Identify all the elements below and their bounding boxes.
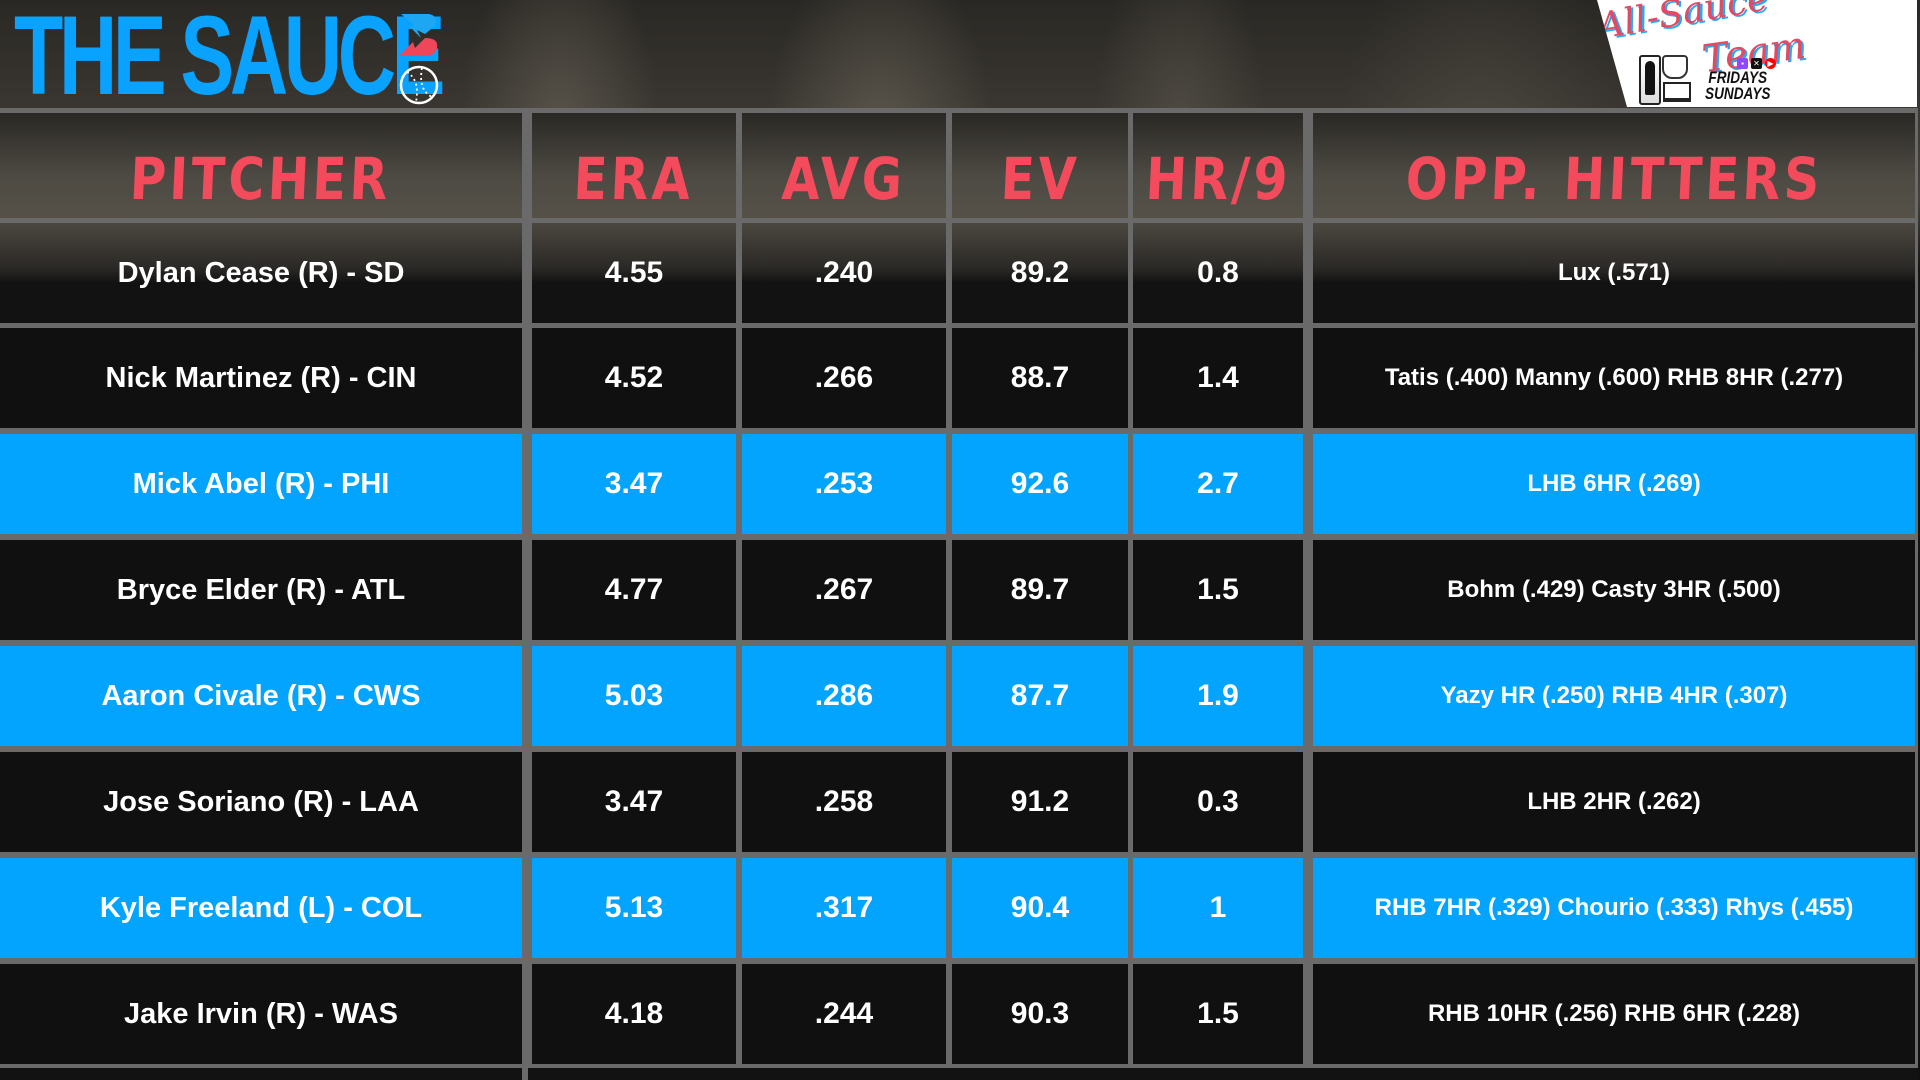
table-cell-pitcher: Bryce Elder (R) - ATL [0,540,522,640]
column-header-opp: OPP. HITTERS [1313,113,1915,218]
column-header-pitcher: PITCHER [0,113,522,218]
table-cell-hr9: 0.3 [1133,752,1303,852]
table-cell-opp: LHB 6HR (.269) [1313,434,1915,534]
table-cell-opp: Lux (.571) [1313,223,1915,323]
table-cell-opp: Yazy HR (.250) RHB 4HR (.307) [1313,646,1915,746]
table-bottom-band [0,1068,1918,1080]
promo-panel: All-Sauce Team ▪ ✕ ▶ FRIDAYS SUNDAYS [1597,0,1917,107]
table-cell-pitcher: Kyle Freeland (L) - COL [0,858,522,958]
table-cell-avg: .317 [742,858,946,958]
brand-icons [395,12,445,107]
table-cell-hr9: 0.8 [1133,223,1303,323]
table-cell-pitcher: Nick Martinez (R) - CIN [0,328,522,428]
youtube-icon: ▶ [1765,58,1776,69]
column-header-label: HR/9 [1143,144,1293,213]
table-cell-avg: .286 [742,646,946,746]
table-cell-era: 3.47 [532,434,736,534]
table-cell-era: 4.77 [532,540,736,640]
promo-day-2: SUNDAYS [1705,84,1771,103]
brand-header: THE SAUCE [14,0,607,118]
table-cell-pitcher: Jose Soriano (R) - LAA [0,752,522,852]
baseball-icon [399,65,439,105]
bolt-b-logo-icon [399,14,438,56]
table-cell-avg: .267 [742,540,946,640]
column-header-label: OPP. HITTERS [1403,144,1824,213]
table-cell-avg: .266 [742,328,946,428]
table-cell-ev: 89.2 [952,223,1128,323]
column-header-label: EV [999,144,1081,213]
table-cell-opp: LHB 2HR (.262) [1313,752,1915,852]
table-cell-ev: 90.3 [952,964,1128,1064]
column-header-label: ERA [572,144,696,213]
table-cell-avg: .258 [742,752,946,852]
table-cell-era: 5.13 [532,858,736,958]
column-header-era: ERA [532,113,736,218]
table-cell-hr9: 1.4 [1133,328,1303,428]
table-cell-opp: Tatis (.400) Manny (.600) RHB 8HR (.277) [1313,328,1915,428]
table-cell-ev: 90.4 [952,858,1128,958]
column-header-ev: EV [952,113,1128,218]
table-cell-hr9: 2.7 [1133,434,1303,534]
table-cell-hr9: 1.5 [1133,964,1303,1064]
table-cell-era: 5.03 [532,646,736,746]
table-bottom-separator [522,1068,528,1080]
twitch-icon: ▪ [1737,58,1748,69]
column-header-avg: AVG [742,113,946,218]
table-cell-avg: .240 [742,223,946,323]
table-cell-era: 3.47 [532,752,736,852]
table-cell-hr9: 1 [1133,858,1303,958]
x-icon: ✕ [1751,58,1762,69]
table-cell-pitcher: Jake Irvin (R) - WAS [0,964,522,1064]
social-icons: ▪ ✕ ▶ [1737,58,1776,69]
table-cell-ev: 89.7 [952,540,1128,640]
table-cell-ev: 88.7 [952,328,1128,428]
brand-title: THE SAUCE [14,0,445,118]
promo-day-1: FRIDAYS [1708,68,1768,87]
column-header-label: AVG [780,144,908,213]
table-cell-era: 4.55 [532,223,736,323]
table-cell-pitcher: Dylan Cease (R) - SD [0,223,522,323]
table-cell-era: 4.18 [532,964,736,1064]
table-cell-ev: 91.2 [952,752,1128,852]
promo-schedule: FRIDAYS SUNDAYS [1705,68,1771,103]
table-cell-era: 4.52 [532,328,736,428]
table-cell-opp: RHB 10HR (.256) RHB 6HR (.228) [1313,964,1915,1064]
laptop-icon [1663,82,1691,102]
table-cell-hr9: 1.9 [1133,646,1303,746]
table-cell-hr9: 1.5 [1133,540,1303,640]
column-header-hr9: HR/9 [1133,113,1303,218]
table-cell-avg: .253 [742,434,946,534]
nba-logo-icon [1639,55,1661,105]
table-cell-avg: .244 [742,964,946,1064]
table-cell-pitcher: Aaron Civale (R) - CWS [0,646,522,746]
table-cell-pitcher: Mick Abel (R) - PHI [0,434,522,534]
table-cell-ev: 92.6 [952,434,1128,534]
table-cell-ev: 87.7 [952,646,1128,746]
table-cell-opp: RHB 7HR (.329) Chourio (.333) Rhys (.455… [1313,858,1915,958]
column-header-label: PITCHER [128,144,394,213]
table-cell-opp: Bohm (.429) Casty 3HR (.500) [1313,540,1915,640]
lab-microscope-icon [1662,55,1688,79]
